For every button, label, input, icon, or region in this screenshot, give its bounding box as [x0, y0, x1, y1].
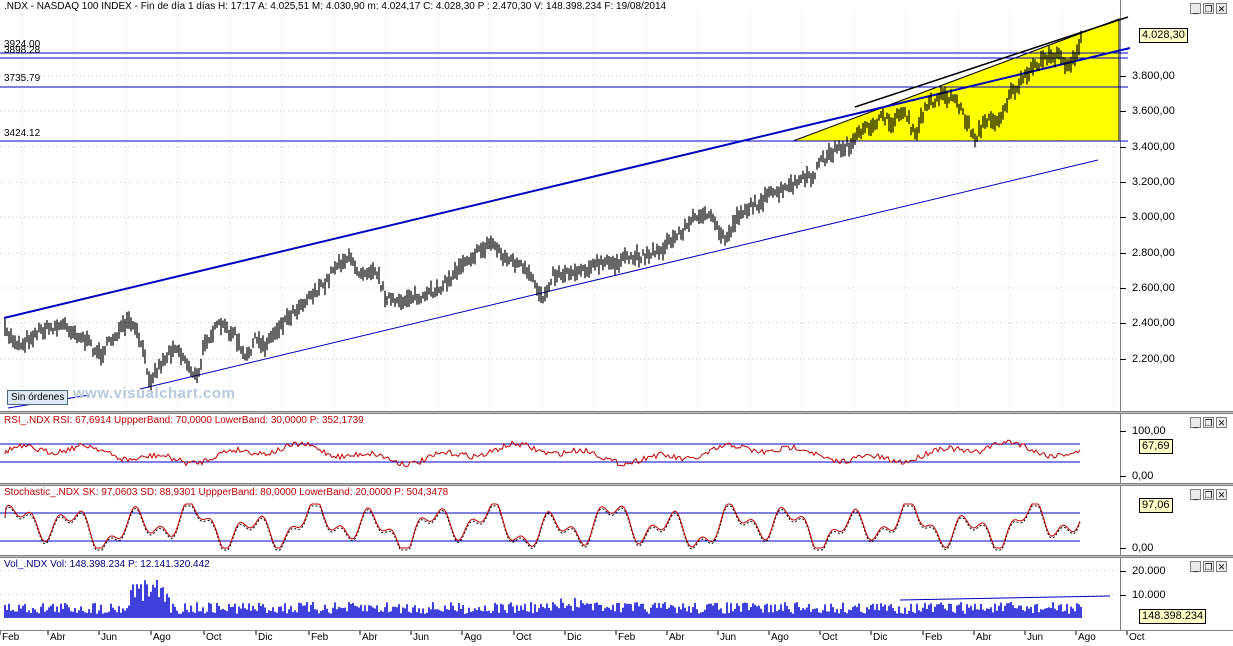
rsi-pane[interactable]: RSI_.NDX RSI: 67,6914 UppperBand: 70,000…	[0, 414, 1233, 483]
price-ytick: 2.400,00	[1120, 317, 1175, 329]
restore-icon[interactable]: ❐	[1203, 489, 1214, 500]
month-label: Ago	[1078, 632, 1096, 643]
rsi-header: RSI_.NDX RSI: 67,6914 UppperBand: 70,000…	[4, 415, 364, 426]
minimize-icon[interactable]: _	[1190, 3, 1201, 14]
hline-label-3424: 3424.12	[4, 128, 41, 139]
price-last-value: 4.028,30	[1139, 28, 1188, 43]
restore-icon[interactable]: ❐	[1203, 3, 1214, 14]
rsi-ytick: 0,00	[1119, 470, 1154, 482]
pane-separator[interactable]	[0, 483, 1233, 486]
month-label: Abr	[362, 632, 378, 643]
restore-icon[interactable]: ❐	[1203, 417, 1214, 428]
month-label: Feb	[618, 632, 636, 643]
month-label: Abr	[669, 632, 685, 643]
hline-label-3898: 3898.28	[4, 45, 41, 56]
pane-separator[interactable]	[0, 411, 1233, 414]
month-label: Dic	[258, 632, 273, 643]
restore-icon[interactable]: ❐	[1203, 561, 1214, 572]
month-label: Oct	[206, 632, 222, 643]
price-chart	[0, 14, 1131, 411]
minimize-icon[interactable]: _	[1190, 417, 1201, 428]
month-label: Oct	[1129, 632, 1145, 643]
stochastic-plot-area[interactable]	[0, 486, 1121, 555]
stochastic-header: Stochastic_.NDX SK: 97,0603 SD: 88,9301 …	[4, 487, 449, 498]
stochastic-sk-line	[4, 503, 1081, 549]
triangle-top-line	[854, 16, 1129, 108]
price-ytick: 2.600,00	[1120, 282, 1175, 294]
month-label: Oct	[822, 632, 838, 643]
time-axis	[0, 630, 1233, 646]
triangle-pattern	[792, 18, 1120, 142]
rsi-chart	[0, 439, 1081, 468]
month-label: Abr	[50, 632, 66, 643]
minimize-icon[interactable]: _	[1190, 561, 1201, 572]
volume-bars	[4, 579, 1082, 618]
close-icon[interactable]: ✕	[1216, 417, 1227, 428]
close-icon[interactable]: ✕	[1216, 561, 1227, 572]
upper-trendline	[3, 47, 1131, 319]
month-label: Oct	[516, 632, 532, 643]
volume-ytick: 10.000	[1120, 589, 1166, 601]
price-header: .NDX - NASDAQ 100 INDEX - Fin de día 1 d…	[4, 1, 667, 12]
price-ytick: 3.800,00	[1120, 70, 1175, 82]
price-ytick: 3.400,00	[1120, 141, 1175, 153]
rsi-ytick: 100,00	[1120, 425, 1166, 437]
hline-label-3735: 3735.79	[4, 73, 41, 84]
month-label: Abr	[976, 632, 992, 643]
stochastic-chart	[0, 503, 1081, 551]
price-pane[interactable]: .NDX - NASDAQ 100 INDEX - Fin de día 1 d…	[0, 0, 1233, 411]
month-label: Ago	[464, 632, 482, 643]
watermark: www.visualchart.com	[73, 385, 236, 402]
volume-header: Vol_.NDX Vol: 148.398.234 P: 12.141.320.…	[4, 559, 210, 570]
price-ytick: 3.600,00	[1120, 105, 1175, 117]
month-label: Jun	[413, 632, 430, 643]
month-label: Jun	[101, 632, 118, 643]
price-ytick: 3.000,00	[1120, 211, 1175, 223]
month-label: Ago	[153, 632, 171, 643]
volume-pane[interactable]: Vol_.NDX Vol: 148.398.234 P: 12.141.320.…	[0, 558, 1233, 630]
stochastic-ytick: 0,00	[1119, 542, 1154, 554]
month-label: Dic	[567, 632, 582, 643]
price-ytick: 3.200,00	[1120, 176, 1175, 188]
month-label: Ago	[771, 632, 789, 643]
month-label: Jun	[1027, 632, 1044, 643]
time-axis-ticks	[0, 631, 1128, 635]
stochastic-last-value: 97,06	[1139, 498, 1173, 513]
month-label: Jun	[720, 632, 737, 643]
month-label: Dic	[873, 632, 888, 643]
stochastic-sd-line	[4, 505, 1081, 551]
rsi-line	[4, 439, 1081, 468]
volume-plot-area[interactable]	[0, 558, 1121, 630]
rsi-plot-area[interactable]	[0, 414, 1121, 483]
minimize-icon[interactable]: _	[1190, 489, 1201, 500]
price-plot-area[interactable]	[0, 0, 1121, 411]
price-bars	[4, 30, 1082, 392]
hline-label-3924: 3924.00	[4, 39, 41, 50]
price-ytick: 2.800,00	[1120, 247, 1175, 259]
volume-chart	[0, 570, 1120, 618]
price-ytick: 2.200,00	[1120, 353, 1175, 365]
month-label: Feb	[311, 632, 329, 643]
pane-separator[interactable]	[0, 555, 1233, 558]
orders-badge[interactable]: Sin órdenes	[7, 390, 69, 405]
volume-average-line	[899, 595, 1111, 601]
volume-ytick: 20.000	[1120, 565, 1166, 577]
volume-last-value: 148.398.234	[1139, 609, 1207, 624]
close-icon[interactable]: ✕	[1216, 3, 1227, 14]
stochastic-pane[interactable]: Stochastic_.NDX SK: 97,0603 SD: 88,9301 …	[0, 486, 1233, 555]
rsi-last-value: 67,69	[1139, 439, 1173, 454]
month-label: Feb	[925, 632, 943, 643]
close-icon[interactable]: ✕	[1216, 489, 1227, 500]
lower-trendline	[139, 159, 1099, 390]
month-label: Feb	[2, 632, 20, 643]
